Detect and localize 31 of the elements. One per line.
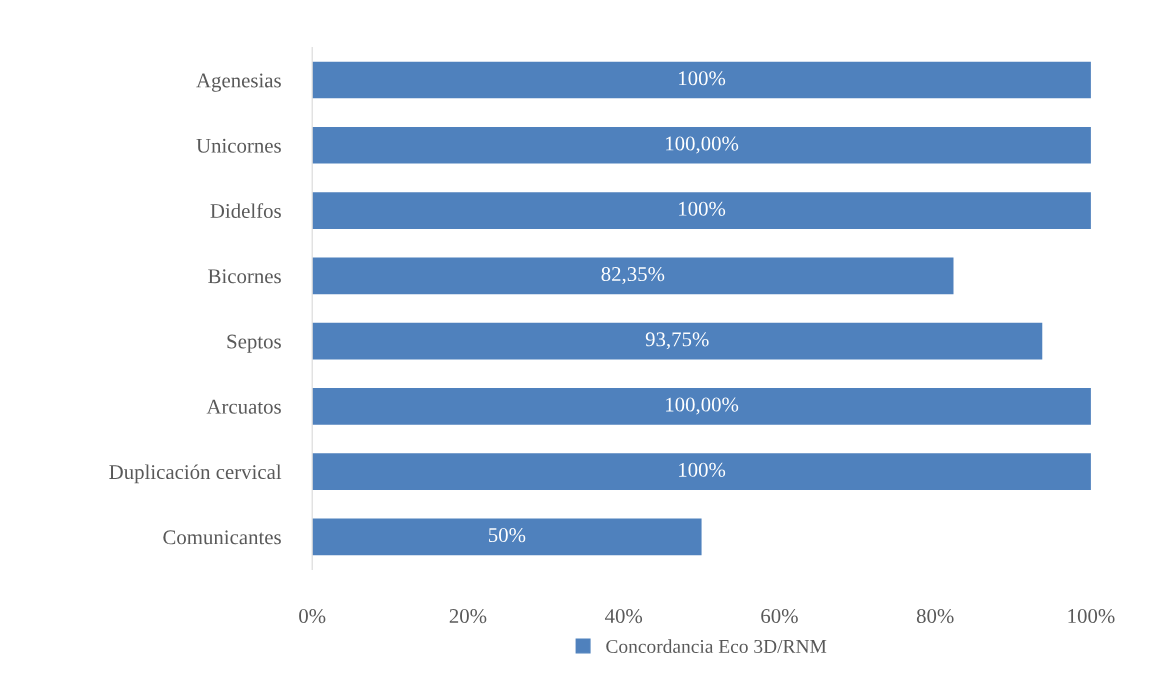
data-label: 82,35% [601, 267, 665, 285]
data-label: 100% [679, 201, 726, 216]
x-tick-label: 60% [761, 609, 798, 624]
bar [312, 257, 954, 295]
data-label: 100,00% [666, 397, 739, 415]
data-label: 100% [679, 462, 726, 477]
y-tick-label: Unicornes [196, 138, 281, 153]
x-tick-label: 40% [605, 609, 643, 624]
y-tick-label: Agenesias [196, 73, 281, 92]
x-tick-label: 20% [449, 609, 487, 624]
y-tick-label: Arcuatos [206, 399, 281, 414]
y-tick-label: Septos [227, 334, 281, 353]
x-tick-label: 100% [1068, 609, 1115, 624]
y-tick-label: Bicornes [208, 269, 281, 284]
legend-label: Concordancia Eco 3D/RNM [606, 639, 827, 654]
bar [312, 192, 1091, 229]
x-tick-label: 0% [299, 609, 326, 624]
data-label: 100% [679, 71, 726, 86]
y-tick-label: Duplicación cervical [109, 464, 282, 484]
bar [312, 518, 702, 556]
data-label: 93,75% [645, 332, 709, 350]
bar [312, 388, 1091, 425]
bar [312, 127, 1091, 164]
data-label: 100,00% [666, 136, 739, 154]
x-tick-label: 80% [916, 609, 954, 624]
y-tick-label: Didelfos [210, 203, 281, 219]
bar [312, 322, 1043, 360]
y-tick-label: Comunicantes [163, 530, 281, 545]
bar [312, 453, 1091, 490]
bar [312, 61, 1091, 99]
data-label: 50% [489, 528, 526, 543]
